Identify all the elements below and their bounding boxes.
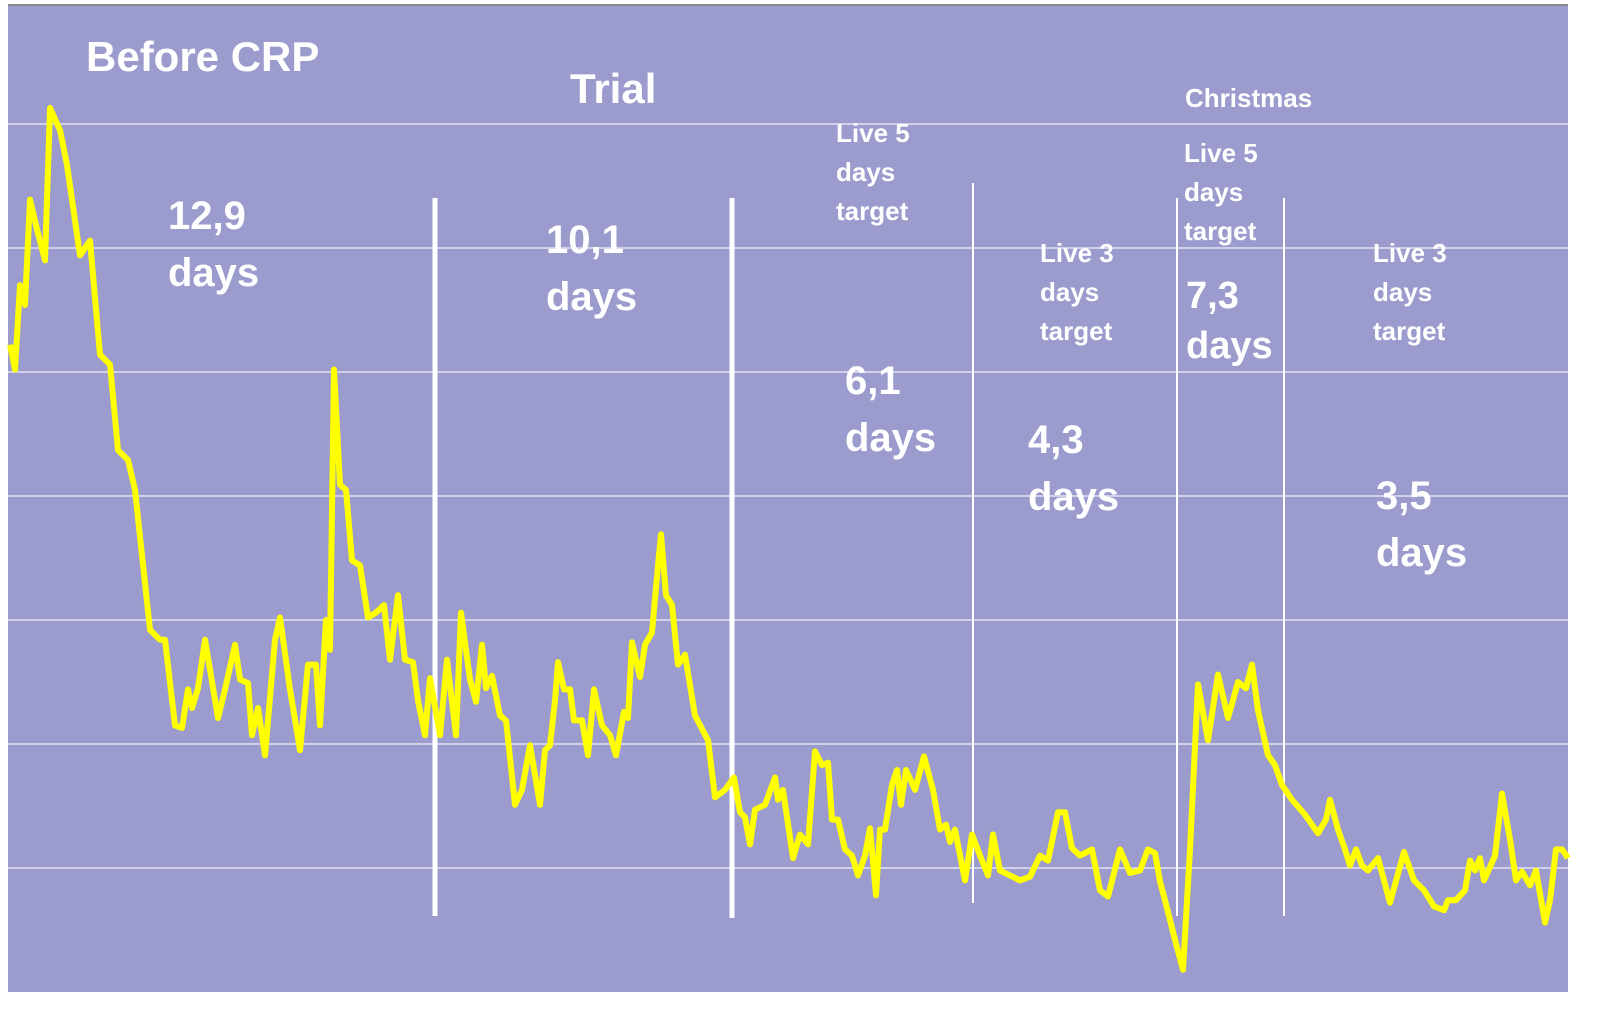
annotation: Before CRP: [86, 33, 319, 80]
annotation-line: days: [845, 416, 936, 460]
annotation: Live 3 days target: [1040, 238, 1114, 346]
annotation: 7,3 days: [1186, 275, 1273, 367]
annotation: 3,5 days: [1376, 474, 1467, 575]
annotation: 12,9 days: [168, 194, 259, 295]
annotation-line: 10,1: [546, 218, 624, 262]
annotation-line: Christmas: [1185, 83, 1312, 113]
annotation-line: target: [836, 196, 909, 226]
annotation-line: days: [836, 157, 895, 187]
annotation-line: Live 3: [1040, 238, 1114, 268]
annotation-line: days: [1373, 277, 1432, 307]
lines: [7, 104, 1571, 973]
annotation-line: days: [546, 275, 637, 319]
annotation-line: 7,3: [1186, 275, 1239, 317]
annotation-line: Live 5: [836, 118, 910, 148]
annotation: 6,1 days: [845, 359, 936, 460]
annotation-line: days: [1040, 277, 1099, 307]
annotation-line: days: [1376, 531, 1467, 575]
annotation: 4,3 days: [1028, 418, 1119, 519]
data-line: [7, 104, 1571, 973]
annotation-line: Live 3: [1373, 238, 1447, 268]
period-dividers: [432, 183, 1285, 918]
annotation-line: target: [1373, 316, 1446, 346]
annotation-line: Before CRP: [86, 33, 319, 80]
annotation-line: days: [168, 251, 259, 295]
annotation-line: Trial: [570, 65, 656, 112]
annotation: Live 3 days target: [1373, 238, 1447, 346]
annotation-line: 6,1: [845, 359, 901, 403]
annotation: Live 5 days target: [1184, 138, 1258, 246]
annotation-line: 3,5: [1376, 474, 1432, 518]
annotation-line: Live 5: [1184, 138, 1258, 168]
annotation: 10,1 days: [546, 218, 637, 319]
annotation-line: 4,3: [1028, 418, 1084, 462]
annotation: Live 5 days target: [836, 118, 910, 226]
annotation: Trial: [570, 65, 656, 112]
annotation-line: days: [1186, 325, 1273, 367]
annotation-line: days: [1028, 475, 1119, 519]
annotation: Christmas: [1185, 83, 1312, 113]
annotation-line: days: [1184, 177, 1243, 207]
annotation-line: target: [1184, 216, 1257, 246]
annotation-line: target: [1040, 316, 1113, 346]
annotation-line: 12,9: [168, 194, 246, 238]
annotations: Before CRP Trial Christmas 12,9 days 10,1 days…: [86, 33, 1467, 574]
